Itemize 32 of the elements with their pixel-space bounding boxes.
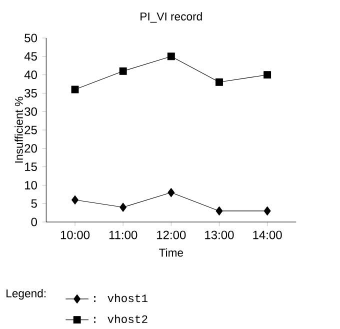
point [71,86,79,94]
x-tick-label: 10:00 [60,230,90,240]
legend-title: Legend: [6,289,46,300]
y-tick-label: 50 [24,34,37,42]
y-tick-label: 15 [25,162,37,171]
point [120,202,127,212]
y-axis-title: Insufficient % [14,96,23,163]
x-tick-label: 11:00 [109,230,138,240]
chart-title: PI_VI record [140,12,202,23]
x-tick-label: 13:00 [205,230,234,240]
x-tick-label: 14:00 [253,230,282,240]
y-tick-label: 40 [24,70,37,80]
point [119,67,127,75]
point [215,78,223,86]
y-tick-label: 45 [24,52,37,61]
y-tick-label: 20 [24,144,37,153]
point [216,206,223,216]
y-tick-label: 30 [24,107,37,116]
y-tick-label: 10 [25,180,37,190]
legend-label: : vhost2 [94,314,148,324]
y-tick-label: 25 [24,126,37,134]
point [264,206,271,216]
point [72,195,78,204]
legend-label: : vhost1 [94,294,148,302]
x-axis-title: Time [159,248,184,257]
point [168,188,175,198]
y-tick-label: 5 [31,199,37,208]
y-tick-label: 35 [24,88,37,98]
y-tick-label: 0 [31,218,37,226]
point [264,71,272,79]
x-tick-label: 12:00 [157,230,186,240]
point [167,52,175,60]
